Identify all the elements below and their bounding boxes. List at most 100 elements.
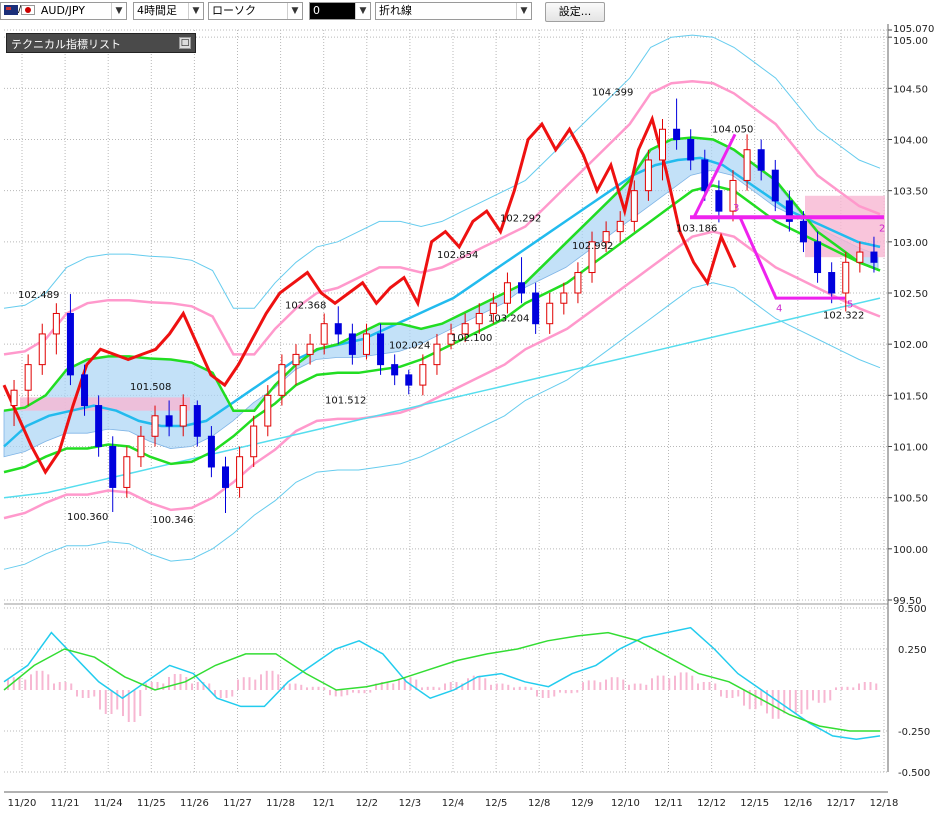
candle-body <box>391 364 399 376</box>
price-annotation: 100.346 <box>152 515 193 526</box>
candle <box>306 333 314 365</box>
cloud-pink-segment <box>20 397 190 411</box>
chevron-down-icon[interactable]: ▼ <box>516 3 531 19</box>
indicator-list-panel[interactable]: テクニカル指標リスト □ <box>6 33 196 53</box>
candle <box>95 395 103 457</box>
price-annotation: 102.854 <box>437 250 478 261</box>
line-type-select[interactable]: 折れ線 ▼ <box>375 2 532 20</box>
candle <box>320 313 328 355</box>
indicator-lines <box>2 34 881 570</box>
candle <box>743 134 751 191</box>
candle-body <box>870 251 878 263</box>
candle-body <box>10 389 18 407</box>
chevron-down-icon[interactable]: ▼ <box>287 3 302 19</box>
wave-line <box>692 133 737 218</box>
x-tick-label: 11/28 <box>266 798 295 809</box>
candle-body <box>729 179 737 212</box>
chevron-down-icon[interactable]: ▼ <box>111 3 126 19</box>
candle-body <box>109 445 117 488</box>
candle-body <box>123 456 131 488</box>
x-tick-label: 12/3 <box>399 798 421 809</box>
timeframe-label: 4時間足 <box>137 4 177 17</box>
x-tick-label: 12/9 <box>571 798 593 809</box>
panel-toggle-button[interactable]: □ <box>179 37 191 49</box>
candle <box>264 385 272 437</box>
candle <box>842 252 850 312</box>
candle-body <box>785 200 793 222</box>
candle <box>362 323 370 360</box>
candle <box>616 211 624 242</box>
y-tick-label: 102.50 <box>893 289 928 300</box>
price-chart[interactable]: 2 3 4 5 102.489 100.360 101.508 100.346 102.368 1… <box>0 24 941 820</box>
candle <box>870 236 878 273</box>
candle <box>602 221 610 253</box>
price-annotation: 102.292 <box>500 213 541 224</box>
timeframe-select[interactable]: 4時間足 ▼ <box>133 2 204 20</box>
candle <box>292 344 300 386</box>
candle <box>193 400 201 447</box>
ma-cyan-line <box>3 156 881 448</box>
chevron-down-icon[interactable]: ▼ <box>355 3 370 19</box>
bollinger-lower-2 <box>3 282 881 570</box>
x-tick-label: 12/17 <box>826 798 855 809</box>
candle <box>771 159 779 212</box>
candle <box>588 231 596 283</box>
macd-tick-label: 0.500 <box>898 604 927 615</box>
candle-body <box>560 292 568 304</box>
candle-body <box>362 333 370 355</box>
y-tick-label: 105.00 <box>893 36 928 47</box>
macd-tick-label: -0.250 <box>898 727 930 738</box>
y-tick-label: 103.00 <box>893 238 928 249</box>
y-tick-label: 103.50 <box>893 187 928 198</box>
candle-body <box>264 394 272 427</box>
toolbar: / AUD/JPY ▼ 4時間足 ▼ ローソク ▼ 0 ▼ 折れ線 ▼ 設定..… <box>0 0 941 24</box>
candle <box>236 446 244 498</box>
candle <box>405 369 413 395</box>
candle <box>546 292 554 334</box>
candle-body <box>799 220 807 243</box>
candle-body <box>433 343 441 366</box>
x-tick-label: 11/25 <box>137 798 166 809</box>
candle-body <box>236 456 244 488</box>
chart-type-label: ローソク <box>212 4 256 17</box>
chart-type-select[interactable]: ローソク ▼ <box>208 2 303 20</box>
candle <box>391 354 399 386</box>
macd-tick-label: -0.500 <box>898 768 930 779</box>
candle <box>179 394 187 437</box>
candle <box>81 364 89 416</box>
candle <box>447 323 455 350</box>
candle-body <box>475 312 483 325</box>
candle-body <box>348 333 356 355</box>
bollinger-lower-1 <box>3 230 881 520</box>
candle-body <box>602 231 610 243</box>
candle-body <box>757 149 765 171</box>
x-tick-label: 12/10 <box>611 798 640 809</box>
y-tick-label: 101.00 <box>893 442 928 453</box>
candle-body <box>250 425 258 458</box>
candle <box>222 456 229 514</box>
x-tick-label: 12/8 <box>528 798 550 809</box>
japan-flag-icon <box>21 5 36 15</box>
price-annotation: 104.399 <box>592 87 633 98</box>
candle <box>278 354 286 406</box>
candle-body <box>644 159 652 192</box>
candle-body <box>405 374 413 386</box>
currency-flags-icon: / <box>4 5 36 19</box>
settings-button[interactable]: 設定... <box>545 2 605 22</box>
candle <box>757 139 765 181</box>
ma-green-fast <box>3 136 881 412</box>
candle-body <box>856 251 864 263</box>
symbol-select[interactable]: / AUD/JPY ▼ <box>0 2 127 20</box>
candle <box>207 426 215 478</box>
candle-body <box>771 169 779 202</box>
chevron-down-icon[interactable]: ▼ <box>188 3 203 19</box>
candle <box>644 149 652 201</box>
y-tick-label: 105.070 <box>893 24 934 35</box>
indicator-select[interactable]: 0 ▼ <box>309 2 371 20</box>
candle-body <box>278 364 286 396</box>
candle <box>659 119 666 181</box>
x-tick-label: 12/16 <box>783 798 812 809</box>
macd-tick-label: 0.250 <box>898 645 927 656</box>
x-tick-label: 12/15 <box>740 798 769 809</box>
